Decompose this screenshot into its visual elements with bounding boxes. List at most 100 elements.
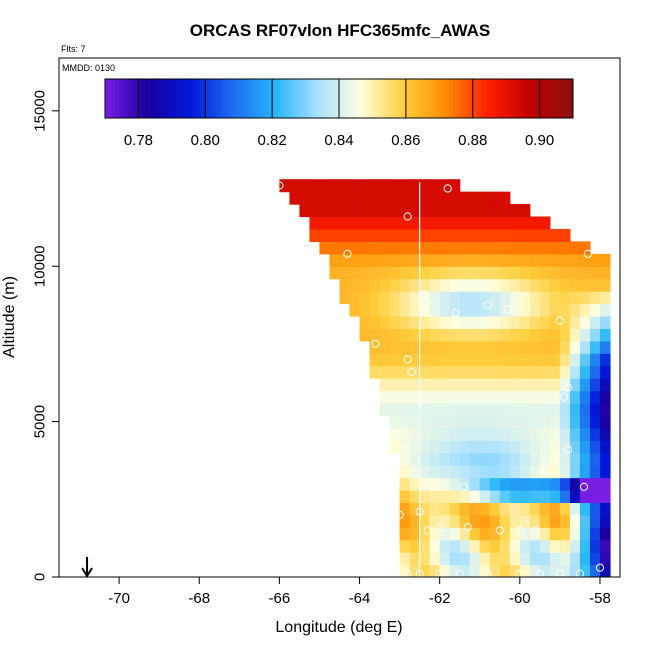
heatmap-cell — [539, 365, 551, 379]
heatmap-cell — [369, 315, 381, 329]
colorbar-segment — [168, 79, 173, 118]
heatmap-cell — [469, 440, 481, 454]
heatmap-cell — [509, 353, 521, 367]
sample-point — [275, 181, 284, 190]
heatmap-cell — [429, 378, 441, 392]
heatmap-cell — [509, 552, 521, 566]
colorbar-segment — [125, 79, 129, 118]
heatmap-cell — [439, 228, 451, 242]
heatmap-cell — [479, 489, 491, 504]
heatmap-cell — [469, 204, 481, 218]
heatmap-cell — [599, 527, 611, 541]
colorbar-segment — [379, 79, 383, 118]
heatmap-cell — [449, 315, 461, 329]
colorbar-segment — [412, 79, 417, 118]
sample-point — [559, 392, 569, 401]
heatmap-cell — [399, 353, 411, 367]
heatmap-cell — [479, 477, 491, 491]
heatmap-cell — [349, 228, 361, 242]
heatmap-cell — [549, 390, 561, 404]
heatmap-cell — [479, 402, 491, 416]
heatmap-cell — [369, 303, 381, 317]
heatmap-cell — [529, 315, 541, 329]
heatmap-cell — [459, 378, 471, 392]
colorbar-segment — [522, 79, 527, 118]
heatmap-cell — [359, 278, 371, 292]
colorbar-segment — [452, 79, 457, 118]
sample-point — [395, 510, 404, 519]
heatmap-cell — [479, 303, 491, 317]
heatmap-cell — [329, 204, 341, 218]
heatmap-cell — [379, 390, 391, 404]
heatmap-cell — [359, 303, 371, 317]
heatmap-cell — [589, 365, 601, 379]
heatmap-cell — [549, 502, 561, 516]
heatmap-cell — [429, 402, 441, 416]
heatmap-cell — [389, 228, 401, 242]
heatmap-cell — [549, 303, 561, 317]
heatmap-cell — [489, 340, 501, 354]
heatmap-cell — [489, 353, 501, 367]
heatmap-cell — [449, 514, 461, 528]
heatmap-cell — [589, 477, 601, 491]
sample-point — [595, 563, 605, 572]
heatmap-cell — [509, 564, 521, 577]
colorbar-segment — [462, 79, 467, 118]
heatmap-cell — [409, 253, 421, 267]
sample-point — [535, 569, 544, 577]
heatmap-cell — [389, 253, 401, 267]
heatmap-cell — [499, 564, 511, 577]
heatmap-cell — [509, 204, 521, 218]
heatmap-cell — [439, 452, 451, 466]
heatmap-cell — [429, 315, 441, 329]
heatmap-cell — [509, 477, 521, 491]
heatmap-cell — [469, 378, 481, 392]
heatmap-cell — [499, 402, 511, 416]
heatmap-cell — [329, 241, 341, 255]
heatmap-cell — [499, 539, 511, 553]
heatmap-cell — [599, 353, 611, 367]
heatmap-cell — [459, 452, 471, 466]
sample-point — [423, 526, 432, 535]
heatmap-cell — [399, 552, 411, 566]
colorbar-segment — [422, 79, 427, 118]
heatmap-cell — [499, 440, 511, 454]
heatmap-cell — [589, 328, 601, 342]
heatmap-cell — [539, 390, 551, 404]
colorbar-segment — [295, 79, 300, 118]
heatmap-cell — [399, 340, 411, 354]
heatmap-cell — [539, 402, 551, 416]
heatmap-cell — [559, 539, 571, 553]
heatmap-cell — [349, 303, 361, 317]
heatmap-cell — [589, 303, 601, 317]
heatmap-cell — [579, 477, 591, 491]
heatmap-cell — [409, 390, 421, 404]
heatmap-cell — [589, 415, 601, 429]
heatmap-cell — [499, 291, 511, 305]
colorbar-segment — [145, 79, 149, 118]
colorbar-segment — [175, 79, 180, 118]
heatmap-cell — [549, 452, 561, 466]
colorbar-segment — [532, 79, 537, 118]
colorbar-segment — [392, 79, 397, 118]
heatmap-cell — [479, 278, 491, 292]
heatmap-cell — [379, 253, 391, 267]
heatmap-cell — [379, 328, 391, 342]
colorbar-tick-label: 0.82 — [258, 132, 287, 149]
heatmap-cell — [549, 465, 561, 479]
sample-point — [371, 339, 380, 349]
colorbar-segment — [255, 79, 260, 118]
heatmap-cell — [469, 539, 481, 553]
heatmap-cell — [459, 365, 471, 379]
colorbar-segment — [389, 79, 393, 118]
colorbar-segment — [188, 79, 193, 118]
heatmap-cell — [429, 204, 441, 218]
colorbar-segment — [476, 79, 480, 118]
heatmap-cell — [419, 216, 431, 230]
heatmap-cell — [459, 340, 471, 354]
heatmap-cell — [549, 477, 561, 491]
heatmap-cell — [469, 228, 481, 242]
heatmap-cell — [419, 402, 431, 416]
heatmap-cell — [439, 502, 451, 516]
colorbar-segment — [318, 79, 323, 118]
